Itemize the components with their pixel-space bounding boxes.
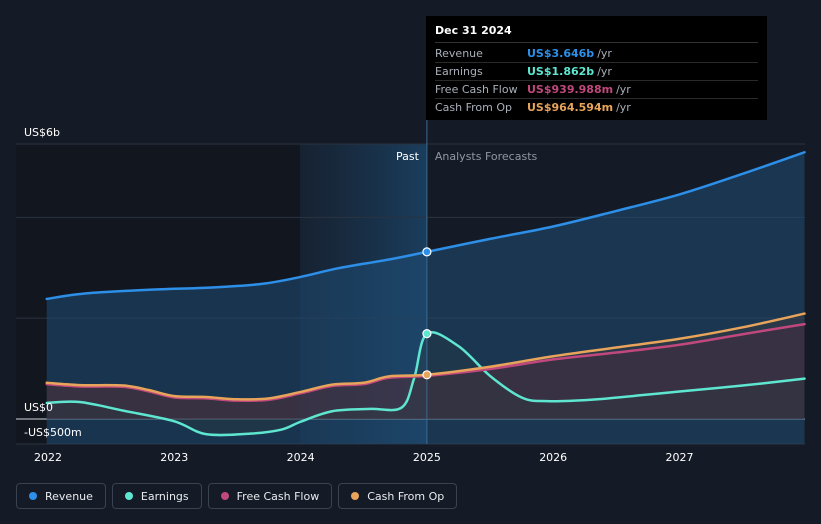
y-axis-top-label: US$6b: [24, 126, 60, 139]
legend-label: Free Cash Flow: [236, 489, 320, 503]
tooltip-row: Earnings US$1.862b/yr: [435, 63, 758, 81]
legend-dot-icon: [29, 492, 37, 500]
line-free-cash-flow: [45, 322, 806, 403]
legend-label: Cash From Op: [367, 489, 445, 503]
y-axis-bottom-label: -US$500m: [24, 426, 82, 439]
legend-item-revenue[interactable]: Revenue: [16, 483, 106, 509]
tooltip-row: Free Cash Flow US$939.988m/yr: [435, 81, 758, 99]
tooltip-row-value: US$939.988m: [527, 83, 614, 96]
tooltip-row: Revenue US$3.646b/yr: [435, 45, 758, 63]
tooltip-row-unit: /yr: [597, 65, 612, 78]
tooltip-date: Dec 31 2024: [435, 24, 758, 43]
x-tick-label: 2026: [539, 451, 567, 464]
marker-revenue: [422, 247, 432, 257]
series-areas: [46, 152, 805, 444]
line-cash-from-op: [45, 312, 806, 401]
tooltip-row-value: US$1.862b: [527, 65, 595, 78]
past-label: Past: [396, 150, 420, 163]
tooltip: Dec 31 2024 Revenue US$3.646b/yr Earnings U…: [426, 16, 767, 120]
tooltip-row-label: Cash From Op: [435, 101, 513, 114]
y-axis-zero-label: US$0: [24, 401, 53, 414]
x-tick-label: 2027: [666, 451, 694, 464]
legend-item-free-cash-flow[interactable]: Free Cash Flow: [207, 483, 333, 509]
legend-label: Revenue: [45, 489, 93, 503]
tooltip-row-unit: /yr: [597, 47, 612, 60]
tooltip-row-value: US$964.594m: [527, 101, 614, 114]
x-axis-ticks: 2022 2023 2024 2025 2026 2027: [34, 451, 694, 464]
legend-item-earnings[interactable]: Earnings: [111, 483, 202, 509]
x-tick-label: 2023: [160, 451, 188, 464]
area-revenue: [46, 152, 805, 444]
marker-cash-from-op: [422, 370, 432, 380]
tooltip-row-unit: /yr: [616, 101, 631, 114]
legend-dot-icon: [124, 492, 133, 500]
legend-dot-icon: [351, 492, 360, 500]
tooltip-row-unit: /yr: [616, 83, 631, 96]
x-tick-label: 2025: [413, 451, 441, 464]
series-lines: [45, 151, 806, 437]
area-free-cash-flow: [46, 324, 805, 419]
marker-earnings: [422, 329, 432, 339]
line-revenue: [45, 151, 806, 301]
legend-dot-icon: [220, 492, 229, 500]
legend: Revenue Earnings Free Cash Flow Cash From O…: [16, 483, 458, 509]
tooltip-row-value: US$3.646b: [527, 47, 595, 60]
line-earnings: [45, 331, 806, 437]
area-earnings: [46, 332, 805, 436]
tooltip-markers: [422, 247, 432, 380]
area-cash-from-op: [46, 313, 805, 419]
tooltip-row: Cash From Op US$964.594m/yr: [435, 99, 758, 116]
legend-label: Earnings: [140, 489, 189, 503]
forecast-label: Analysts Forecasts: [435, 150, 538, 163]
x-tick-label: 2022: [34, 451, 62, 464]
tooltip-row-label: Earnings: [435, 65, 483, 78]
x-tick-label: 2024: [287, 451, 315, 464]
tooltip-row-label: Free Cash Flow: [435, 83, 518, 96]
legend-item-cash-from-op[interactable]: Cash From Op: [338, 483, 458, 509]
chart-area: US$6b US$0 -US$500m Past Analysts Foreca…: [16, 16, 806, 464]
tooltip-row-label: Revenue: [435, 47, 483, 60]
